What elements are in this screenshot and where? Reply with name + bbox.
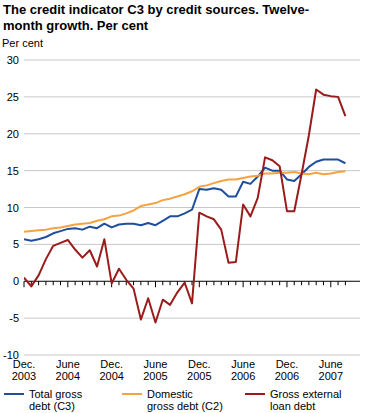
x-tick [345, 281, 346, 285]
y-tick-label: 30 [7, 54, 19, 66]
x-tick [38, 281, 39, 285]
x-tick [323, 281, 324, 285]
series-line [24, 90, 345, 323]
x-tick [235, 281, 236, 285]
x-tick [206, 281, 207, 285]
y-tick-label: -5 [9, 312, 19, 324]
x-tick [316, 281, 317, 285]
x-tick [53, 281, 54, 285]
y-tick-label: 10 [7, 202, 19, 214]
x-tick [97, 281, 98, 285]
grid-line [24, 96, 360, 97]
x-tick-label: Dec.2004 [99, 358, 123, 382]
x-tick [133, 281, 134, 285]
x-tick [243, 281, 244, 287]
x-tick-label: Dec.2006 [275, 358, 299, 382]
x-tick-label: Dec.2005 [187, 358, 211, 382]
x-tick [75, 281, 76, 285]
x-tick [67, 281, 68, 287]
x-tick [294, 281, 295, 285]
legend-swatch [122, 393, 142, 395]
x-tick-label: June2006 [231, 358, 255, 382]
legend-label: Domesticgross debt (C2) [147, 388, 223, 412]
grid-line [24, 244, 360, 245]
x-tick [330, 281, 331, 287]
x-tick [250, 281, 251, 285]
x-tick [148, 281, 149, 285]
x-tick [60, 281, 61, 285]
x-tick [155, 281, 156, 287]
grid-line [24, 170, 360, 171]
legend-label: Total grossdebt (C3) [29, 388, 83, 412]
x-tick-label: June2007 [319, 358, 343, 382]
x-tick [199, 281, 200, 287]
x-tick [221, 281, 222, 285]
x-tick [265, 281, 266, 285]
x-tick [104, 281, 105, 285]
x-tick [170, 281, 171, 285]
x-tick-label: June2005 [143, 358, 167, 382]
grid-line [24, 60, 360, 61]
x-tick [162, 281, 163, 285]
x-tick [89, 281, 90, 285]
x-tick [286, 281, 287, 287]
x-tick [257, 281, 258, 285]
y-tick-label: 25 [7, 91, 19, 103]
x-tick [279, 281, 280, 285]
x-tick [308, 281, 309, 285]
y-tick-label: 20 [7, 128, 19, 140]
series-line [24, 171, 345, 231]
x-tick [213, 281, 214, 285]
x-tick-label: June2004 [56, 358, 80, 382]
x-tick [192, 281, 193, 285]
x-tick [126, 281, 127, 285]
x-tick [118, 281, 119, 285]
y-tick-label: 15 [7, 165, 19, 177]
x-tick [140, 281, 141, 285]
legend-swatch [245, 393, 265, 395]
x-tick [45, 281, 46, 285]
x-tick [228, 281, 229, 285]
y-axis-label: Per cent [2, 37, 43, 49]
grid-line [24, 355, 360, 356]
grid-line [24, 318, 360, 319]
x-tick-label: Dec.2003 [12, 358, 36, 382]
x-tick [301, 281, 302, 285]
y-tick-label: 0 [13, 275, 19, 287]
x-tick [82, 281, 83, 285]
x-tick [177, 281, 178, 285]
x-tick [272, 281, 273, 285]
title: The credit indicator C3 by credit source… [3, 2, 348, 34]
x-tick [24, 281, 25, 287]
plot-area [24, 90, 345, 323]
legend-label: Gross externalloan debt [270, 388, 342, 412]
y-tick-label: 5 [13, 238, 19, 250]
chart: Per cent-10-5051015202530Dec.2003June200… [0, 0, 365, 413]
legend-swatch [4, 393, 24, 395]
x-tick [338, 281, 339, 285]
